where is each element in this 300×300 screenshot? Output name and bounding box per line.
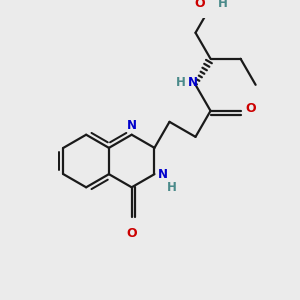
Text: O: O bbox=[194, 0, 205, 11]
Text: O: O bbox=[245, 103, 256, 116]
Text: H: H bbox=[167, 181, 176, 194]
Text: H: H bbox=[218, 0, 228, 11]
Text: N: N bbox=[188, 76, 198, 89]
Text: O: O bbox=[126, 227, 137, 240]
Text: N: N bbox=[127, 119, 137, 132]
Text: H: H bbox=[176, 76, 185, 89]
Text: N: N bbox=[158, 168, 168, 181]
